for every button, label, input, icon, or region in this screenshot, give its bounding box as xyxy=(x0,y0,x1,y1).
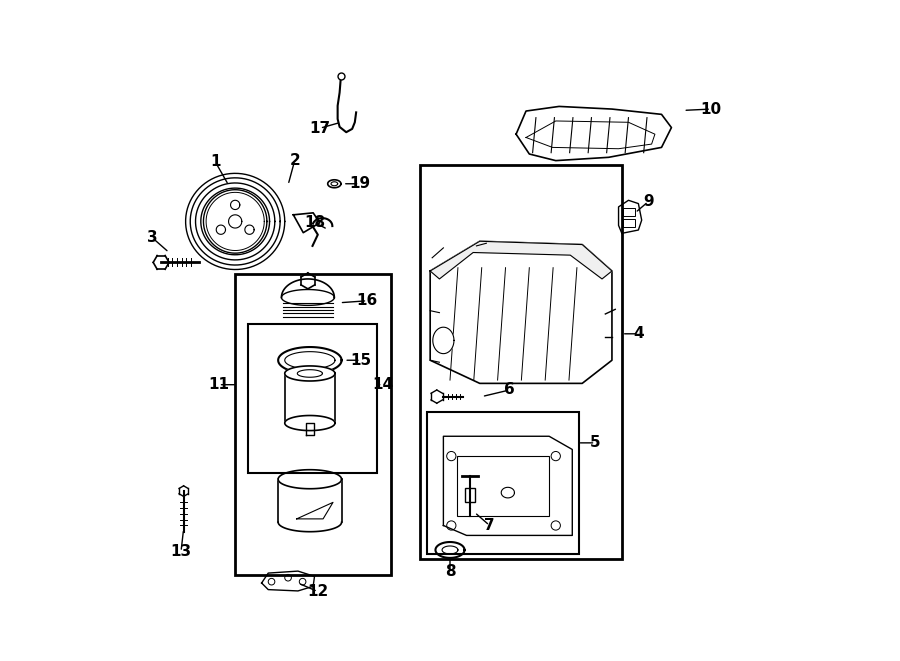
Bar xyxy=(248,324,377,473)
Polygon shape xyxy=(284,352,335,369)
Polygon shape xyxy=(245,225,254,234)
Polygon shape xyxy=(284,416,335,430)
Polygon shape xyxy=(278,347,342,373)
Polygon shape xyxy=(282,279,334,297)
Text: 12: 12 xyxy=(307,584,328,599)
Text: 1: 1 xyxy=(210,155,220,169)
Text: 18: 18 xyxy=(304,215,326,230)
Polygon shape xyxy=(229,215,242,228)
Polygon shape xyxy=(328,180,341,188)
Polygon shape xyxy=(262,571,314,591)
Text: 9: 9 xyxy=(643,194,653,209)
Polygon shape xyxy=(516,106,671,161)
Bar xyxy=(623,208,635,216)
Text: 15: 15 xyxy=(350,353,372,368)
Bar xyxy=(427,412,579,554)
Text: 13: 13 xyxy=(170,545,192,559)
Polygon shape xyxy=(203,190,267,253)
Text: 11: 11 xyxy=(208,377,230,392)
Polygon shape xyxy=(444,436,572,535)
Polygon shape xyxy=(297,502,333,519)
Polygon shape xyxy=(436,542,464,558)
Text: 7: 7 xyxy=(484,518,495,533)
Bar xyxy=(623,219,635,227)
Polygon shape xyxy=(430,241,612,383)
Polygon shape xyxy=(433,327,454,354)
Text: 2: 2 xyxy=(289,153,300,168)
Polygon shape xyxy=(278,470,342,488)
Text: 10: 10 xyxy=(700,102,722,116)
Polygon shape xyxy=(230,200,239,210)
Text: 14: 14 xyxy=(372,377,393,392)
Text: 4: 4 xyxy=(633,327,643,341)
Text: 17: 17 xyxy=(310,121,330,136)
Polygon shape xyxy=(284,366,335,381)
Bar xyxy=(235,274,391,575)
Text: 3: 3 xyxy=(148,231,157,245)
Polygon shape xyxy=(216,225,226,234)
Polygon shape xyxy=(618,200,642,233)
Text: 8: 8 xyxy=(445,564,455,579)
Polygon shape xyxy=(430,241,612,279)
Bar xyxy=(456,456,549,516)
Polygon shape xyxy=(293,213,320,233)
Polygon shape xyxy=(442,546,458,554)
Text: 16: 16 xyxy=(356,293,378,308)
Text: 5: 5 xyxy=(590,436,600,450)
Bar xyxy=(420,165,622,559)
Bar xyxy=(464,488,475,502)
Polygon shape xyxy=(501,487,515,498)
Text: 6: 6 xyxy=(504,383,515,397)
Text: 19: 19 xyxy=(349,176,370,191)
